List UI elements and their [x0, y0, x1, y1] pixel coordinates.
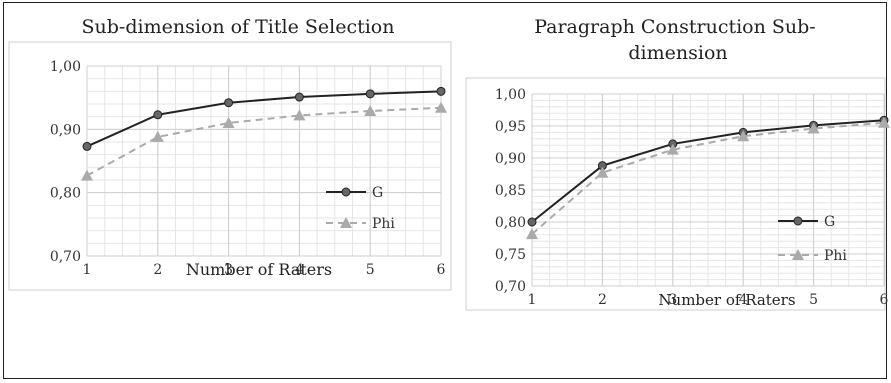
legend-label: G — [372, 185, 383, 201]
data-point-phi — [81, 169, 93, 181]
y-tick-label: 1,00 — [50, 59, 81, 75]
data-point-phi — [666, 143, 679, 155]
data-point-phi — [807, 122, 820, 134]
data-point-phi — [878, 116, 890, 128]
chart1-title: Sub-dimension of Title Selection — [82, 16, 395, 38]
y-tick-label: 0,80 — [50, 186, 81, 202]
x-tick-label: 5 — [809, 292, 818, 308]
x-tick-label: 1 — [83, 262, 92, 278]
data-point-phi — [293, 109, 306, 121]
legend-marker-phi — [792, 249, 804, 260]
legend-label: Phi — [372, 216, 395, 232]
series-line-phi — [86, 106, 442, 177]
x-tick-label: 4 — [739, 292, 748, 308]
data-point-phi — [526, 228, 538, 240]
legend-marker-g — [793, 216, 803, 226]
x-tick-label: 6 — [437, 262, 446, 278]
chart1-legend: G Phi — [326, 185, 395, 232]
data-point-g — [436, 86, 446, 96]
data-point-g — [82, 141, 92, 151]
chart2-x-axis-label: Number of Raters — [658, 291, 795, 309]
y-tick-label: 0,70 — [50, 249, 81, 265]
x-tick-label: 3 — [224, 262, 233, 278]
chart2-title: Paragraph Construction Sub- dimension — [534, 16, 822, 64]
legend-label: Phi — [824, 248, 847, 264]
chart2-series — [526, 115, 890, 240]
x-tick-label: 1 — [528, 292, 537, 308]
y-tick-label: 1,00 — [495, 87, 526, 103]
chart2-y-ticks: 0,70 0,75 0,80 0,85 0,90 0,95 1,00 — [495, 87, 526, 295]
data-point-g — [365, 89, 375, 99]
chart2-gridlines — [531, 93, 885, 287]
data-point-g — [294, 92, 304, 102]
y-tick-label: 0,85 — [495, 183, 526, 199]
x-tick-label: 3 — [668, 292, 677, 308]
chart2-legend: G Phi — [778, 214, 847, 264]
series-line-g — [86, 90, 442, 148]
y-tick-label: 0,95 — [495, 119, 526, 135]
y-tick-label: 0,90 — [50, 122, 81, 138]
data-point-phi — [435, 101, 447, 113]
series-line-phi — [531, 121, 885, 235]
chart2-x-ticks: 1 2 3 4 5 6 — [528, 292, 889, 308]
y-tick-label: 0,80 — [495, 215, 526, 231]
y-tick-label: 0,75 — [495, 247, 526, 263]
figure-frame — [3, 2, 887, 379]
x-tick-label: 2 — [153, 262, 162, 278]
data-point-phi — [596, 166, 609, 178]
chart1-border — [8, 41, 452, 291]
data-point-g — [224, 98, 234, 108]
legend-label: G — [824, 214, 835, 230]
legend-marker-phi — [340, 217, 352, 228]
chart1-x-ticks: 1 2 3 4 5 6 — [83, 262, 446, 278]
chart2-border — [465, 77, 886, 311]
chart1-x-axis-label: Number of Raters — [186, 260, 332, 279]
data-point-g — [153, 110, 163, 120]
data-point-g — [527, 217, 537, 227]
data-point-phi — [151, 130, 164, 142]
x-tick-label: 5 — [366, 262, 375, 278]
data-point-phi — [222, 117, 235, 128]
series-line-g — [531, 119, 885, 223]
x-tick-label: 4 — [295, 262, 304, 278]
data-point-phi — [737, 130, 750, 142]
chart1-y-ticks: 0,70 0,80 0,90 1,00 — [50, 59, 81, 265]
x-tick-label: 2 — [598, 292, 607, 308]
y-tick-label: 0,70 — [495, 279, 526, 295]
legend-marker-g — [341, 187, 351, 197]
chart1-series — [81, 86, 447, 181]
data-point-phi — [364, 104, 377, 116]
x-tick-label: 6 — [880, 292, 889, 308]
y-tick-label: 0,90 — [495, 151, 526, 167]
